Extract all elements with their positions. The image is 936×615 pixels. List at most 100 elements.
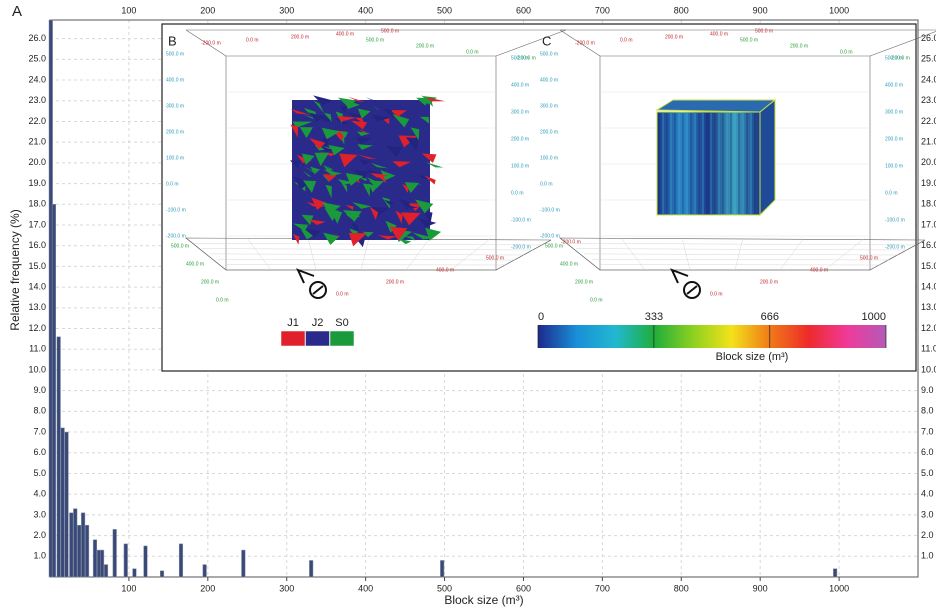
block-face xyxy=(358,158,371,165)
axis-label: 200.0 m xyxy=(511,136,529,142)
y-tick-label-right: 15.0 xyxy=(921,261,936,271)
legend-swatch xyxy=(329,330,355,347)
block-face xyxy=(362,183,370,197)
block-face xyxy=(299,127,313,139)
block-face xyxy=(392,161,411,168)
cube-side xyxy=(759,98,776,217)
block-face xyxy=(330,210,343,224)
bar xyxy=(60,427,65,578)
block-face xyxy=(392,114,410,128)
axis-label: 500.0 m xyxy=(511,55,529,61)
bar xyxy=(833,568,838,578)
compass xyxy=(670,268,689,284)
block-face xyxy=(395,210,403,224)
bar xyxy=(160,570,165,578)
block-face xyxy=(304,228,322,238)
block-face xyxy=(331,232,341,237)
axis-label: -200.0 m xyxy=(201,40,221,46)
x-tick-label: 100 xyxy=(121,583,136,593)
axis-label: 200.0 m xyxy=(386,279,404,285)
colorbar-tick-label: 1000 xyxy=(862,311,886,323)
x-tick-label-top: 100 xyxy=(121,5,136,15)
block-face xyxy=(304,166,315,173)
y-tick-label-right: 7.0 xyxy=(921,426,934,436)
block-face xyxy=(328,145,345,156)
block-face xyxy=(314,152,330,167)
block-face xyxy=(398,238,412,245)
panel: B -200.0 m 0.0 m 200.0 m 400.0 m 500.0 m 500.0… xyxy=(166,28,581,303)
y-tick-label: 18.0 xyxy=(28,199,46,209)
block-face xyxy=(308,112,326,122)
bar xyxy=(143,545,148,578)
panel: C -200.0 m 0.0 m 200.0 m 400.0 m 500.0 m 500.0… xyxy=(540,28,936,303)
block-face xyxy=(352,202,372,209)
block-face xyxy=(371,163,389,169)
block-face xyxy=(294,176,310,190)
floor-grid xyxy=(583,253,899,256)
bar xyxy=(85,524,90,578)
y-tick-label: 23.0 xyxy=(28,95,46,105)
block-face xyxy=(353,169,369,179)
block-face xyxy=(386,145,403,158)
block-face xyxy=(404,182,420,194)
block-face xyxy=(404,236,416,241)
axis-label: -100.0 m xyxy=(166,207,186,213)
block-face xyxy=(389,226,408,241)
bar xyxy=(100,549,105,578)
axis-label: 100.0 m xyxy=(540,155,558,161)
y-tick-label: 5.0 xyxy=(33,468,46,478)
block-face xyxy=(292,121,313,128)
cube-top xyxy=(655,99,777,113)
y-tick-label: 6.0 xyxy=(33,447,46,457)
bar xyxy=(112,529,117,578)
axis-label: 0.0 m xyxy=(620,37,633,43)
axis-label: 100.0 m xyxy=(166,155,184,161)
block-face xyxy=(345,172,364,186)
y-tick-label-right: 3.0 xyxy=(921,509,934,519)
block-face xyxy=(357,154,377,159)
panel-letter: B xyxy=(168,33,177,48)
block-face xyxy=(385,220,397,233)
axis-label: 500.0 m xyxy=(860,255,878,261)
bar xyxy=(51,204,56,578)
block-face xyxy=(325,184,332,199)
axis-label: 100.0 m xyxy=(885,163,903,169)
axis-label: 500.0 m xyxy=(545,243,563,249)
block-face xyxy=(323,173,337,182)
floor-grid xyxy=(450,237,492,271)
axis-label: 0.0 m xyxy=(166,181,179,187)
y-tick-label: 15.0 xyxy=(28,261,46,271)
y-tick-label-right: 6.0 xyxy=(921,447,934,457)
floor-grid xyxy=(193,243,543,246)
block-face xyxy=(368,183,378,193)
block-face xyxy=(408,203,423,211)
x-tick-label-top: 200 xyxy=(200,5,215,15)
y-tick-label: 19.0 xyxy=(28,178,46,188)
axis-label: 400.0 m xyxy=(436,267,454,273)
axis-label: -200.0 m xyxy=(575,40,595,46)
block-face xyxy=(354,137,372,145)
y-tick-label: 13.0 xyxy=(28,302,46,312)
x-tick-label-top: 600 xyxy=(516,5,531,15)
legend-swatch xyxy=(280,330,306,347)
block-face xyxy=(338,97,357,108)
axis-label: 0.0 m xyxy=(710,291,723,297)
y-tick-label-right: 23.0 xyxy=(921,95,936,105)
axis-label: 400.0 m xyxy=(336,31,354,37)
axis-label: 500.0 m xyxy=(885,55,903,61)
axis-label: 0.0 m xyxy=(336,291,349,297)
bar xyxy=(69,512,74,578)
block-face xyxy=(345,205,354,210)
x-tick-label: 900 xyxy=(753,583,768,593)
block-face xyxy=(290,108,311,115)
axis-label: 200.0 m xyxy=(291,34,309,40)
x-tick-label-top: 500 xyxy=(437,5,452,15)
block-face xyxy=(336,115,357,122)
block-face xyxy=(357,144,374,150)
floor-grid xyxy=(824,237,866,271)
block-face xyxy=(339,131,349,139)
x-tick-label: 600 xyxy=(516,583,531,593)
y-tick-label-right: 12.0 xyxy=(921,323,936,333)
block-face xyxy=(357,108,371,119)
axis-label: 500.0 m xyxy=(755,28,773,34)
